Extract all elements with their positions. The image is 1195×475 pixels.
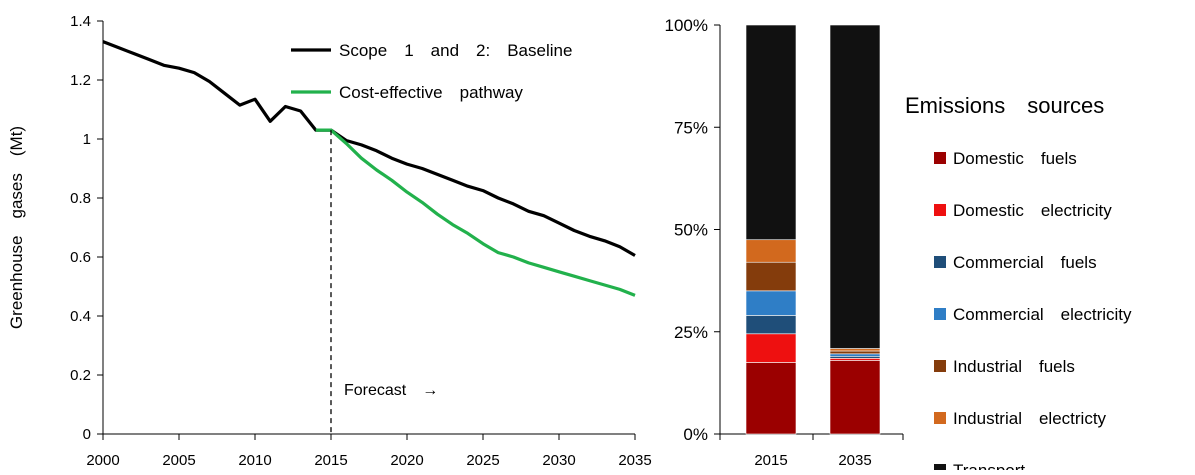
series-line-baseline (102, 40, 636, 257)
legend-swatch (934, 412, 946, 424)
legend-title: Emissions sources (905, 93, 1104, 118)
bar-category-label: 2015 (754, 452, 787, 469)
y-tick-label: 0.6 (70, 249, 91, 266)
bar-segment (829, 353, 881, 357)
legend-label: Commercial fuels (953, 253, 1097, 272)
legend-swatch (934, 152, 946, 164)
y-tick-label: 0 (83, 426, 91, 443)
x-tick-label: 2005 (162, 452, 195, 469)
bar-segment (745, 239, 797, 263)
x-tick-label: 2025 (466, 452, 499, 469)
bar-segment (829, 355, 881, 359)
y-tick-label: 0.4 (70, 308, 91, 325)
bar-segment (745, 315, 797, 335)
bar-segment (829, 24, 881, 349)
bar-y-tick-label: 0% (683, 425, 708, 444)
legend-label: Commercial electricity (953, 305, 1132, 324)
line-chart: 0 0.2 0.4 0.6 0.8 1 1.2 1.4 2000 2005 2010 2015 2020… (7, 13, 652, 469)
legend-label: Domestic fuels (953, 149, 1077, 168)
legend-label: Scope 1 and 2: Baseline (339, 41, 572, 60)
y-tick-label: 1.2 (70, 72, 91, 89)
series-line-cost-effective (315, 128, 636, 297)
bar-category-label: 2035 (838, 452, 871, 469)
y-tick-label: 0.2 (70, 367, 91, 384)
legend-label: Transport (953, 461, 1042, 470)
bar-segment (745, 362, 797, 435)
bar-segment (829, 360, 881, 435)
y-tick-label: 1 (83, 131, 91, 148)
x-tick-label: 2015 (314, 452, 347, 469)
forecast-annotation: Forecast → (344, 382, 438, 399)
legend-label: Industrial fuels (953, 357, 1075, 376)
bar-y-tick-label: 50% (674, 221, 708, 240)
legend-swatch (934, 464, 946, 475)
y-tick-label: 1.4 (70, 13, 91, 30)
bar-y-tick-label: 100% (665, 16, 708, 35)
bar-segment (745, 290, 797, 316)
x-tick-label: 2035 (618, 452, 651, 469)
bar-segment (745, 24, 797, 241)
bar-segment (829, 350, 881, 355)
legend-label: Industrial electricty (953, 409, 1107, 428)
x-tick-label: 2010 (238, 452, 271, 469)
bar-y-tick-label: 75% (674, 118, 708, 137)
legend-label: Domestic electricity (953, 201, 1112, 220)
y-tick-label: 0.8 (70, 190, 91, 207)
x-tick-label: 2000 (86, 452, 119, 469)
bar-segment (745, 333, 797, 363)
bar-y-tick-label: 25% (674, 323, 708, 342)
legend-swatch (934, 204, 946, 216)
bar-segment (829, 348, 881, 352)
legend-label: Cost-effective pathway (339, 83, 523, 102)
x-tick-label: 2030 (542, 452, 575, 469)
legend-swatch (934, 360, 946, 372)
y-axis-label: Greenhouse gases (Mt) (7, 126, 26, 329)
stacked-bar-chart: 0% 25% 50% 75% 100% 2015 2035 Emissions sources… (665, 16, 1132, 475)
bar-segment (829, 358, 881, 361)
legend-swatch (934, 308, 946, 320)
bar-segment (745, 261, 797, 292)
legend-swatch (934, 256, 946, 268)
x-tick-label: 2020 (390, 452, 423, 469)
